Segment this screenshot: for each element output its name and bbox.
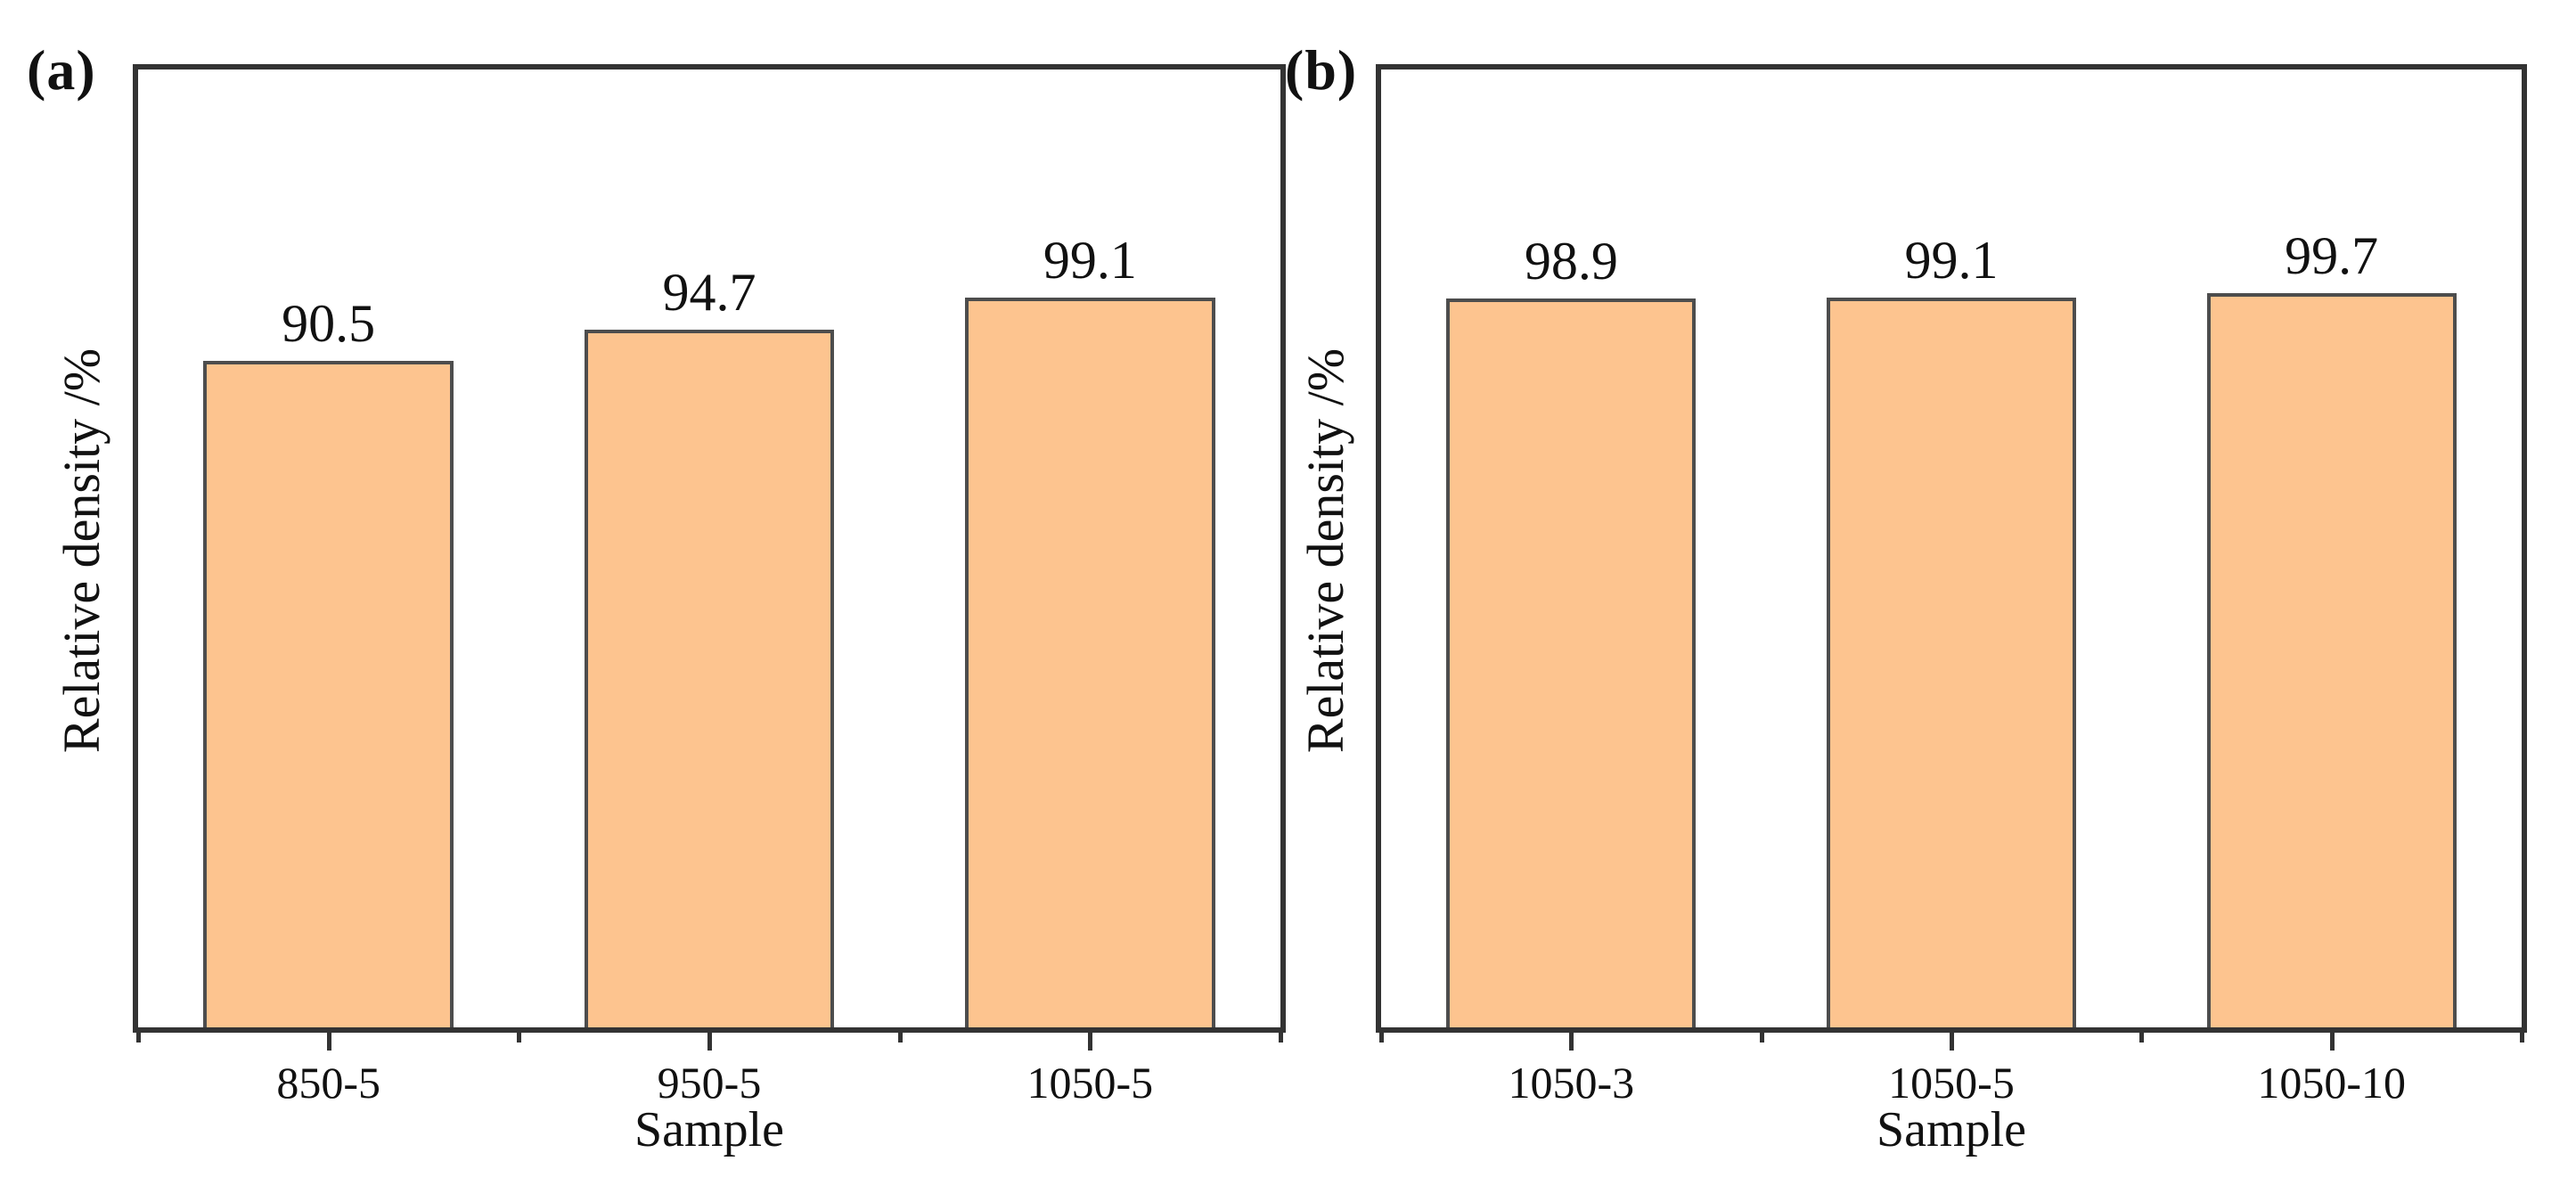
- bar-1050-3: [1446, 298, 1697, 1027]
- x-axis-major-tick: [1950, 1033, 1954, 1051]
- x-axis-major-tick: [1569, 1033, 1574, 1051]
- panel-b-x-axis-label: Sample: [1877, 1102, 2026, 1157]
- bar-1050-10: [2206, 292, 2457, 1027]
- x-tick-label: 1050-5: [1026, 1058, 1154, 1108]
- x-axis-minor-tick: [2139, 1033, 2145, 1043]
- x-axis-minor-tick: [2520, 1033, 2524, 1043]
- bar-value-label: 99.7: [2285, 225, 2379, 285]
- x-axis-major-tick: [326, 1033, 331, 1051]
- bar-value-label: 98.9: [1524, 232, 1618, 291]
- bar-value-label: 99.1: [1043, 230, 1137, 290]
- x-axis-minor-tick: [517, 1033, 522, 1043]
- x-axis-minor-tick: [1759, 1033, 1764, 1043]
- bar-1050-5: [964, 297, 1215, 1027]
- x-axis-minor-tick: [1279, 1033, 1283, 1043]
- panel-b-plot-area: 98.9 1050-3 99.1 1050-5 99.7 1050-10: [1376, 64, 2527, 1105]
- panel-a-x-axis-label: Sample: [634, 1102, 784, 1157]
- panel-a-plot-area: 90.5 850-5 94.7 950-5 99.1 1050-5: [133, 64, 1286, 1105]
- bar-value-label: 90.5: [282, 293, 376, 353]
- x-axis-minor-tick: [1379, 1033, 1384, 1043]
- x-tick-label: 950-5: [657, 1058, 762, 1108]
- x-tick-label: 850-5: [276, 1058, 380, 1108]
- bar-value-label: 94.7: [662, 262, 756, 322]
- bar-850-5: [203, 360, 454, 1027]
- x-axis-minor-tick: [897, 1033, 903, 1043]
- bar-1050-5: [1826, 297, 2077, 1027]
- panel-b-label: (b): [1285, 38, 1358, 102]
- x-axis-major-tick: [707, 1033, 712, 1051]
- x-tick-label: 1050-3: [1508, 1058, 1635, 1108]
- panel-b-y-axis-label: Relative density /%: [1296, 348, 1354, 754]
- x-axis-minor-tick: [136, 1033, 141, 1043]
- x-axis-major-tick: [2329, 1033, 2335, 1051]
- x-tick-label: 1050-10: [2257, 1058, 2406, 1108]
- bar-950-5: [584, 329, 835, 1027]
- x-tick-label: 1050-5: [1888, 1058, 2015, 1108]
- x-axis-major-tick: [1088, 1033, 1093, 1051]
- panel-a-label: (a): [27, 38, 96, 102]
- bar-value-label: 99.1: [1904, 230, 1999, 290]
